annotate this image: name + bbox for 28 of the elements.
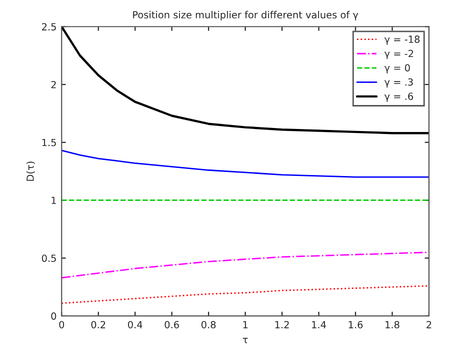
x-tick-label: 1.2 — [275, 320, 289, 328]
x-tick-label: 2 — [426, 320, 432, 328]
x-axis-title: τ — [242, 338, 248, 344]
y-tick-label: 1.5 — [42, 138, 56, 146]
legend-label: γ = -2 — [384, 50, 414, 60]
x-tick-label: 1.4 — [312, 321, 326, 328]
y-tick-label: 2.5 — [42, 23, 56, 30]
x-tick-label: 1.6 — [348, 320, 363, 328]
y-tick-label: 1 — [52, 196, 56, 204]
x-tick-label: 1 — [243, 321, 248, 328]
x-tick-label: 0.8 — [201, 320, 216, 328]
y-axis-title: D(τ) — [26, 162, 35, 181]
chart-title: Position size multiplier for different values of γ — [133, 10, 358, 20]
x-tick-label: 0.4 — [128, 320, 142, 328]
y-tick-label: 0 — [51, 312, 56, 320]
y-tick-label: 2 — [51, 80, 56, 88]
legend-label: γ = 0 — [384, 64, 410, 74]
line-series — [62, 150, 429, 178]
x-tick-label: 0.6 — [164, 320, 179, 328]
legend-label: γ = .6 — [384, 92, 414, 102]
legend-label: γ = -18 — [384, 36, 420, 45]
line-series — [62, 285, 429, 304]
y-tick-label: 0.5 — [42, 254, 56, 262]
line-series — [62, 252, 429, 278]
legend-label: γ = .3 — [384, 78, 413, 88]
x-tick-label: 1.8 — [386, 320, 400, 328]
x-tick-label: 0.2 — [91, 320, 106, 328]
x-tick-label: 0 — [59, 320, 64, 328]
